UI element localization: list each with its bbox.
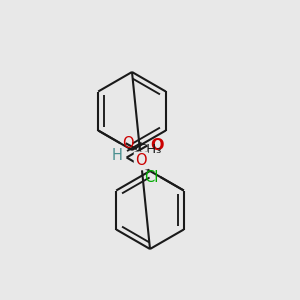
Text: CH₃: CH₃ [138,143,162,156]
Text: O: O [150,138,163,153]
Text: Cl: Cl [145,169,159,184]
Text: O: O [135,153,147,168]
Text: H: H [111,148,122,164]
Text: O: O [122,136,134,151]
